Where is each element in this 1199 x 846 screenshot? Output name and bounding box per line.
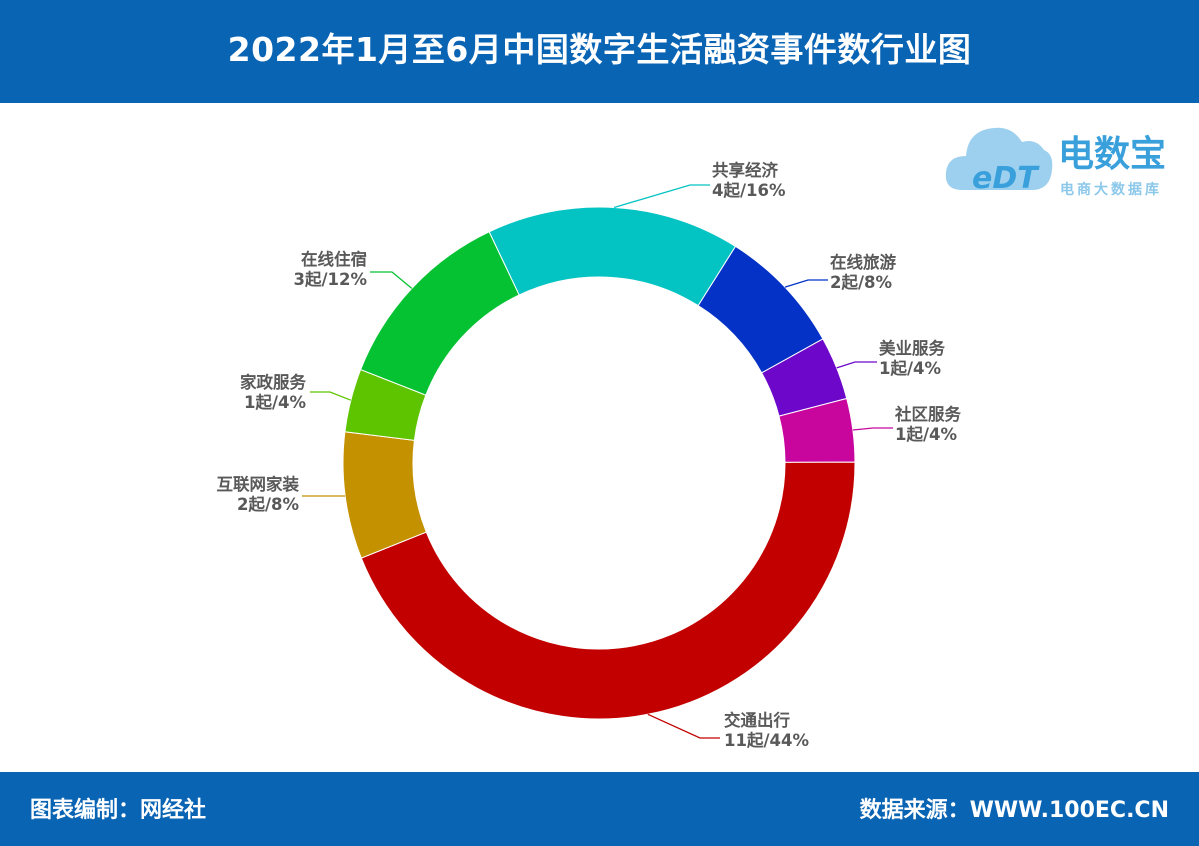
slice-label-category: 互联网家装 (217, 474, 300, 494)
slice-label-category: 美业服务 (879, 338, 946, 358)
slice-label-value: 11起/44% (724, 730, 809, 750)
slice-label-value: 2起/8% (830, 272, 892, 292)
compiled-by: 图表编制：网经社 (30, 798, 207, 823)
slice-label-value: 1起/4% (895, 424, 957, 444)
slice-label-value: 1起/4% (879, 358, 941, 378)
slice-label-category: 在线住宿 (301, 249, 367, 269)
slice-label-category: 交通出行 (724, 710, 791, 730)
slice-label-category: 在线旅游 (830, 252, 897, 272)
slice-label-value: 2起/8% (237, 494, 299, 514)
slice-label-category: 共享经济 (712, 160, 779, 180)
slice-label-value: 3起/12% (293, 269, 367, 289)
slice-label-category: 社区服务 (894, 404, 962, 424)
leader-line-交通出行 (647, 713, 720, 739)
donut-slice-在线住宿 (360, 231, 520, 396)
leader-line-美业服务 (836, 361, 877, 369)
cloud-icon (945, 127, 1053, 190)
logo-mark: eDT (972, 161, 1040, 196)
donut-slice-共享经济 (488, 206, 737, 307)
leader-line-共享经济 (613, 184, 710, 209)
leader-line-家政服务 (310, 391, 352, 401)
leader-line-社区服务 (852, 427, 893, 431)
leader-line-在线住宿 (370, 271, 413, 289)
leader-line-在线旅游 (784, 279, 828, 288)
slice-label-category: 家政服务 (240, 372, 307, 392)
slice-label-value: 4起/16% (712, 180, 786, 200)
slice-label-value: 1起/4% (244, 392, 306, 412)
title-bar: 2022年1月至6月中国数字生活融资事件数行业图 (0, 0, 1199, 103)
data-source: 数据来源：WWW.100EC.CN (859, 798, 1169, 823)
logo-name: 电数宝 (1058, 134, 1166, 175)
footer-bar: 图表编制：网经社 数据来源：WWW.100EC.CN (0, 772, 1199, 846)
chart-title: 2022年1月至6月中国数字生活融资事件数行业图 (227, 29, 972, 69)
logo-tagline: 电商大数据库 (1060, 181, 1162, 198)
brand-logo: eDT 电数宝 电商大数据库 (945, 127, 1166, 198)
donut-slice-交通出行 (360, 461, 856, 720)
